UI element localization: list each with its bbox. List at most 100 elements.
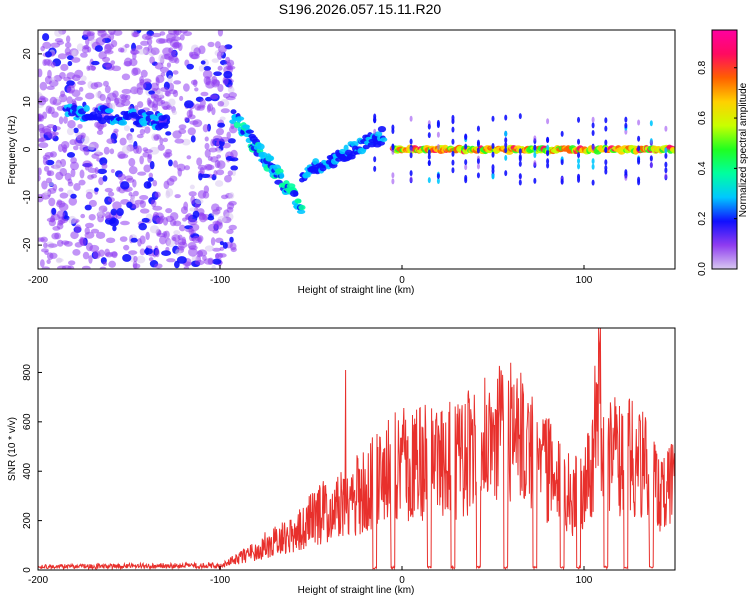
streak-mark xyxy=(464,159,468,166)
streak-mark xyxy=(624,174,628,181)
noise-mark xyxy=(211,58,219,63)
streak-mark xyxy=(591,179,595,186)
streak-mark xyxy=(577,157,581,164)
noise-mark xyxy=(69,139,77,146)
streak-mark xyxy=(451,167,455,174)
noise-mark xyxy=(162,105,169,111)
x-tick-label: 0 xyxy=(399,575,405,586)
y-tick-label: 400 xyxy=(22,462,33,479)
streak-mark xyxy=(577,176,581,183)
noise-mark xyxy=(165,188,174,197)
noise-mark xyxy=(200,60,206,65)
x-tick-label: 100 xyxy=(576,575,593,586)
noise-mark xyxy=(98,177,104,186)
noise-mark xyxy=(96,130,104,135)
noise-mark xyxy=(176,256,187,264)
streak-mark xyxy=(637,156,641,163)
noise-mark xyxy=(89,244,100,253)
noise-mark xyxy=(186,63,194,70)
noise-mark xyxy=(164,152,171,159)
noise-mark xyxy=(66,152,76,158)
noise-mark xyxy=(56,258,64,263)
noise-mark xyxy=(149,160,155,170)
streak-mark xyxy=(391,144,395,151)
spectrogram-marks xyxy=(38,30,675,269)
noise-mark xyxy=(227,170,233,176)
colorbar-tick-label: 0.4 xyxy=(697,161,708,175)
colorbar-label: Normalized spectral amplitude xyxy=(738,82,749,217)
streak-mark xyxy=(436,143,440,150)
y-tick-label: -20 xyxy=(22,237,33,252)
noise-mark xyxy=(122,254,132,262)
noise-mark xyxy=(176,245,185,251)
streak-mark xyxy=(451,126,455,133)
noise-mark xyxy=(139,195,149,200)
ridge-mark xyxy=(235,116,245,121)
noise-mark xyxy=(82,30,92,38)
noise-mark xyxy=(216,169,225,176)
noise-mark xyxy=(56,200,66,208)
noise-mark xyxy=(42,59,48,66)
noise-mark xyxy=(130,196,136,203)
noise-mark xyxy=(105,96,111,105)
streak-mark xyxy=(533,152,537,159)
ridge-mark xyxy=(298,204,306,211)
noise-mark xyxy=(48,79,59,87)
noise-mark xyxy=(194,198,204,205)
noise-mark xyxy=(149,56,155,64)
noise-mark xyxy=(173,230,181,235)
noise-mark xyxy=(149,225,160,234)
noise-mark xyxy=(65,35,71,43)
streak-mark xyxy=(664,147,668,154)
y-tick-label: 0 xyxy=(22,567,33,573)
noise-mark xyxy=(226,131,231,139)
noise-mark xyxy=(217,215,227,223)
x-tick-label: -200 xyxy=(28,275,48,286)
ridge-mark xyxy=(145,110,154,116)
noise-mark xyxy=(74,224,82,233)
streak-mark xyxy=(427,132,431,139)
noise-mark xyxy=(207,41,215,48)
noise-mark xyxy=(178,224,186,232)
noise-mark xyxy=(121,73,131,81)
snr-frame xyxy=(37,327,676,571)
x-tick-label: -200 xyxy=(28,575,48,586)
noise-mark xyxy=(152,205,163,211)
streak-mark xyxy=(427,153,431,160)
streak-mark xyxy=(391,178,395,185)
streak-mark xyxy=(649,120,653,127)
noise-mark xyxy=(39,81,48,91)
noise-mark xyxy=(188,191,197,197)
noise-mark xyxy=(110,60,116,65)
streak-mark xyxy=(436,131,440,138)
noise-mark xyxy=(42,33,50,42)
noise-mark xyxy=(169,219,177,227)
noise-mark xyxy=(60,218,68,224)
streak-mark xyxy=(464,134,468,141)
noise-mark xyxy=(226,202,235,210)
noise-mark xyxy=(154,191,161,198)
noise-mark xyxy=(109,32,115,41)
noise-mark xyxy=(154,263,163,269)
streak-mark xyxy=(504,114,508,121)
noise-mark xyxy=(212,247,222,252)
ridge-mark xyxy=(241,124,251,129)
noise-mark xyxy=(72,249,81,256)
noise-mark xyxy=(118,153,129,159)
streak-mark xyxy=(427,160,431,167)
noise-mark xyxy=(90,173,98,179)
noise-mark xyxy=(54,30,63,37)
noise-mark xyxy=(203,66,212,71)
streak-mark xyxy=(436,173,440,180)
streak-mark xyxy=(476,163,480,170)
streak-mark xyxy=(664,125,668,132)
noise-mark xyxy=(73,127,79,134)
noise-mark xyxy=(211,264,216,269)
noise-mark xyxy=(71,57,81,63)
noise-mark xyxy=(163,180,170,190)
noise-mark xyxy=(148,172,154,179)
noise-mark xyxy=(123,57,133,67)
ridge-mark xyxy=(162,123,169,129)
noise-mark xyxy=(220,108,230,114)
noise-mark xyxy=(216,148,222,154)
